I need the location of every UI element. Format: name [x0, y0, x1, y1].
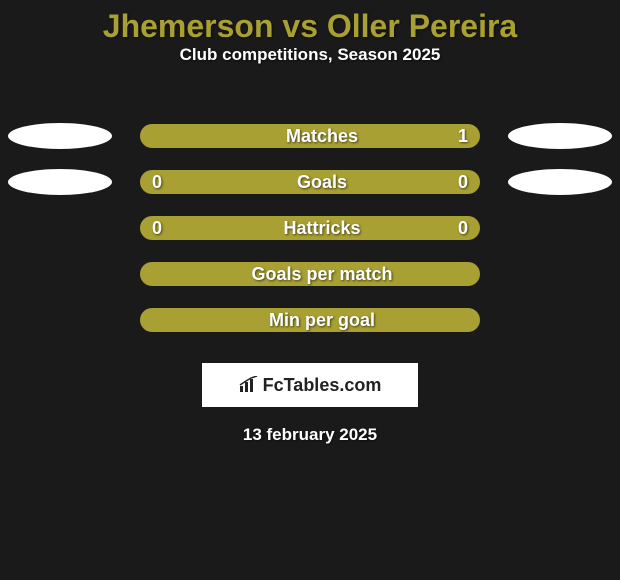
stat-bar: 00Hattricks — [140, 216, 480, 240]
comparison-title: Jhemerson vs Oller Pereira — [0, 0, 620, 45]
player-left-marker — [8, 169, 112, 195]
stat-row: 1Matches — [0, 113, 620, 159]
stat-label: Min per goal — [152, 310, 492, 331]
stat-bar: 1Matches — [140, 124, 480, 148]
player-right-marker — [508, 169, 612, 195]
stat-row: 0 0Hattricks — [0, 205, 620, 251]
stat-label: Goals — [152, 172, 492, 193]
stat-bar: 00Goals — [140, 170, 480, 194]
stat-row: 0 0Goals — [0, 159, 620, 205]
stat-bar: Min per goal — [140, 308, 480, 332]
fctables-logo: FcTables.com — [202, 363, 418, 407]
stat-label: Hattricks — [152, 218, 492, 239]
player-right-marker — [508, 123, 612, 149]
stat-value-left: 0 — [152, 218, 162, 239]
stat-bar: Goals per match — [140, 262, 480, 286]
stat-row: Min per goal — [0, 297, 620, 343]
snapshot-date: 13 february 2025 — [0, 425, 620, 445]
stats-container: 1Matches00Goals00HattricksGoals per matc… — [0, 113, 620, 343]
comparison-subtitle: Club competitions, Season 2025 — [0, 45, 620, 65]
player-left-marker — [8, 123, 112, 149]
stat-value-left: 0 — [152, 172, 162, 193]
fctables-logo-text: FcTables.com — [239, 375, 382, 396]
bar-chart-icon — [239, 376, 259, 394]
stat-value-right: 0 — [458, 172, 468, 193]
stat-value-right: 0 — [458, 218, 468, 239]
stat-row: Goals per match — [0, 251, 620, 297]
stat-label: Matches — [152, 126, 492, 147]
stat-label: Goals per match — [152, 264, 492, 285]
logo-label: FcTables.com — [263, 375, 382, 396]
stat-value-right: 1 — [458, 126, 468, 147]
